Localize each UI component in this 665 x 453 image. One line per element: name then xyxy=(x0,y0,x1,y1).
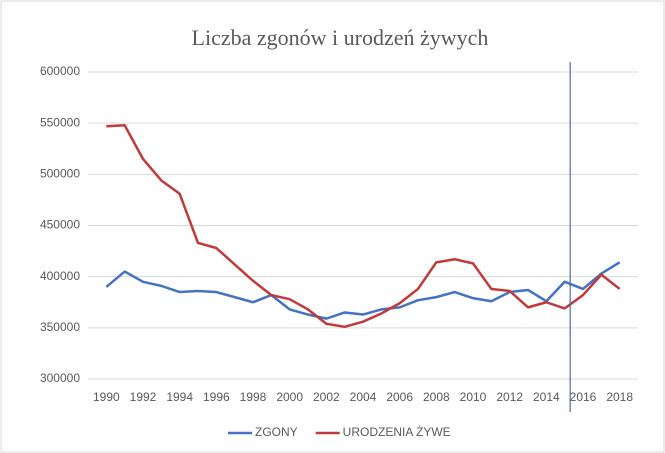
x-tick-label: 2002 xyxy=(313,390,340,404)
legend-label: URODZENIA ŻYWE xyxy=(343,425,451,439)
y-tick-label: 550000 xyxy=(40,115,80,129)
x-tick-label: 2016 xyxy=(570,390,597,404)
x-tick-label: 2010 xyxy=(460,390,487,404)
y-tick-label: 400000 xyxy=(40,269,80,283)
legend-label: ZGONY xyxy=(255,425,298,439)
x-tick-label: 2008 xyxy=(423,390,450,404)
x-tick-label: 1996 xyxy=(203,390,230,404)
y-tick-label: 300000 xyxy=(40,371,80,385)
x-tick-label: 1994 xyxy=(166,390,193,404)
series-line xyxy=(106,123,621,329)
y-tick-label: 500000 xyxy=(40,167,80,181)
chart-title: Liczba zgonów i urodzeń żywych xyxy=(192,25,489,50)
x-tick-label: 2004 xyxy=(350,390,377,404)
y-tick-label: 450000 xyxy=(40,218,80,232)
x-tick-label: 2012 xyxy=(496,390,523,404)
x-tick-label: 2018 xyxy=(606,390,633,404)
x-tick-label: 2014 xyxy=(533,390,560,404)
series-line xyxy=(105,261,621,320)
y-tick-label: 350000 xyxy=(40,320,80,334)
x-tick-label: 1998 xyxy=(240,390,267,404)
x-tick-label: 2006 xyxy=(386,390,413,404)
y-tick-label: 600000 xyxy=(40,64,80,78)
x-tick-label: 2000 xyxy=(276,390,303,404)
x-tick-label: 1990 xyxy=(93,390,120,404)
x-tick-label: 1992 xyxy=(130,390,157,404)
